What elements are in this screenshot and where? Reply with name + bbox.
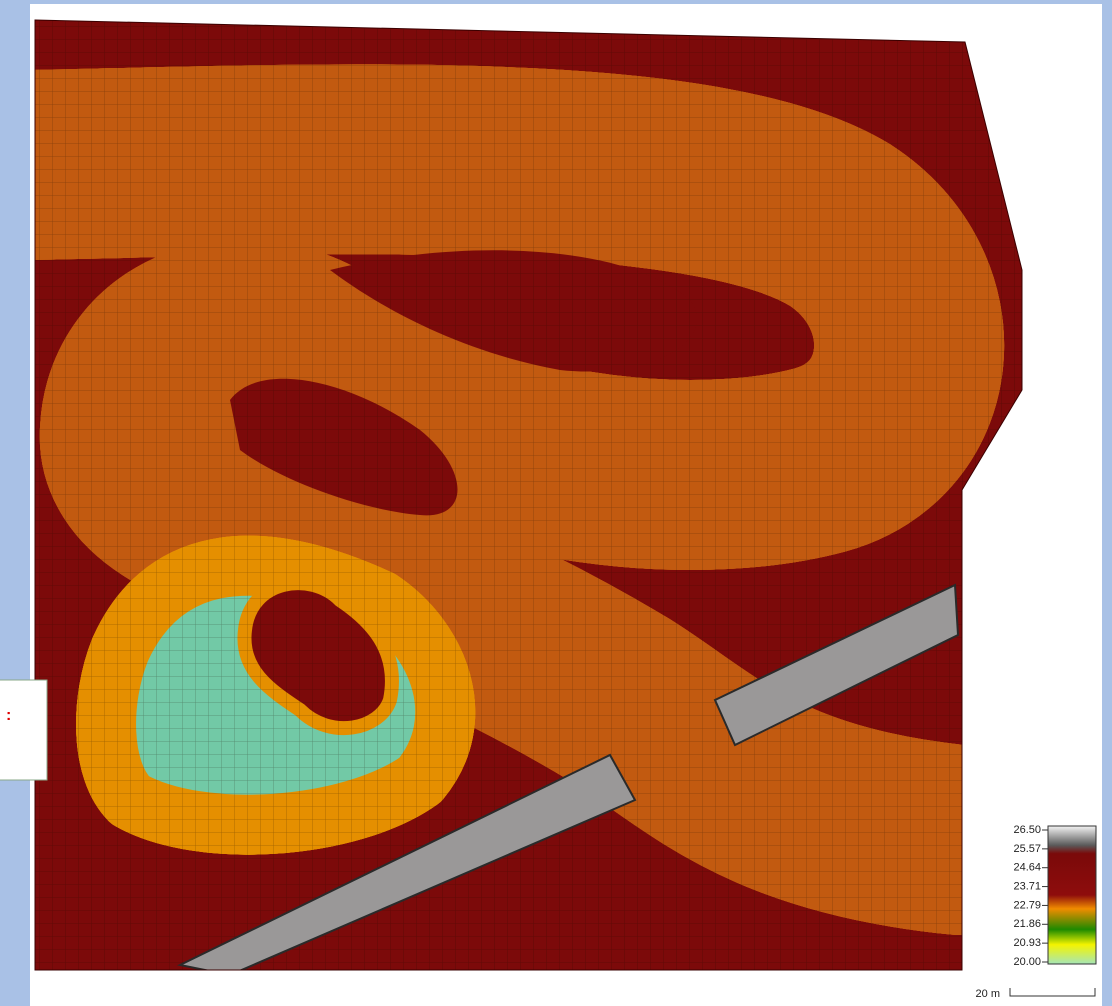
page: {"callout": {"text": ":"}, "legend": {"l…: [0, 0, 1112, 1006]
legend-label: 23.71: [1013, 880, 1041, 892]
callout: :: [0, 680, 47, 780]
map-view: : 26.50 25.57 24.64 23.71 22.79 21.86 20.93 20.…: [0, 0, 1112, 1006]
callout-text: :: [6, 707, 11, 724]
legend-label: 21.86: [1013, 918, 1041, 930]
legend-label: 20.00: [1013, 956, 1041, 968]
scale-bar: 20 m: [965, 984, 1100, 1004]
callout-box: [0, 680, 47, 780]
legend-label: 20.93: [1013, 937, 1041, 949]
legend-label: 26.50: [1013, 824, 1041, 836]
terrain: [30, 15, 1030, 975]
legend: 26.50 25.57 24.64 23.71 22.79 21.86 20.93 20.00: [1002, 816, 1100, 974]
legend-label: 22.79: [1013, 899, 1041, 911]
color-bar: [1048, 826, 1096, 964]
legend-label: 24.64: [1013, 862, 1041, 874]
scale-label: 20 m: [976, 988, 1000, 1000]
legend-label: 25.57: [1013, 843, 1041, 855]
